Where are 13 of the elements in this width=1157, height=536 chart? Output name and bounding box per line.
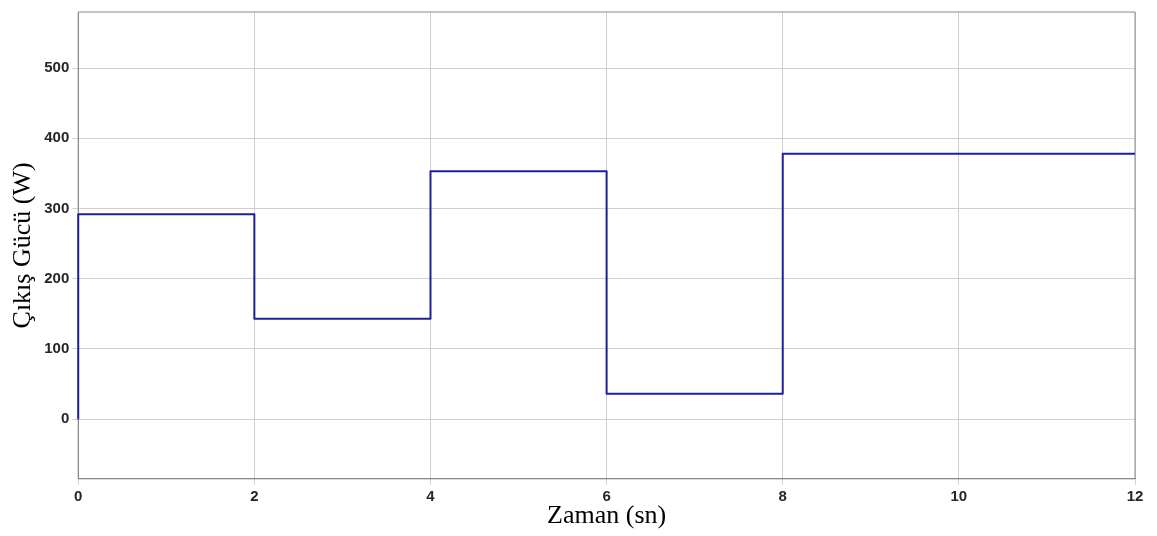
y-tick-label: 300 xyxy=(44,198,70,216)
y-tick-label: 400 xyxy=(44,128,70,146)
x-tick-label: 12 xyxy=(1126,486,1144,504)
x-tick-label: 4 xyxy=(426,486,436,504)
x-tick-label: 10 xyxy=(950,486,968,504)
y-axis-title: Çıkış Gücü (W) xyxy=(7,162,37,329)
y-tick-label: 500 xyxy=(44,58,70,76)
y-tick-label: 0 xyxy=(60,409,70,427)
x-tick-label: 8 xyxy=(778,486,787,504)
y-tick-label: 100 xyxy=(44,339,70,357)
x-tick-label: 2 xyxy=(250,486,259,504)
x-tick-label: 0 xyxy=(74,486,83,504)
y-tick-label: 200 xyxy=(44,268,70,286)
